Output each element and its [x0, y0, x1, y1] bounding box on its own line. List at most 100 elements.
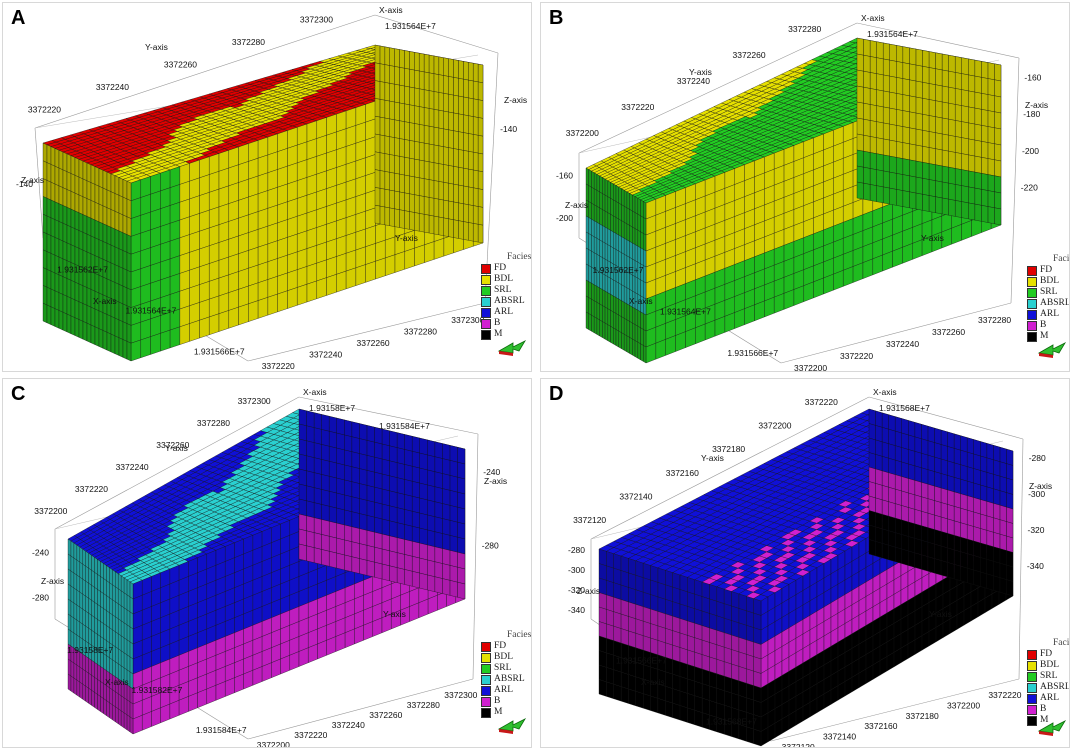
front-voxel: [433, 238, 445, 260]
y-left-tick-label: 3372240: [677, 76, 710, 86]
end-voxel: [118, 266, 124, 287]
end-voxel: [90, 271, 96, 292]
side-voxel: [955, 152, 962, 170]
side-voxel: [379, 170, 385, 190]
side-voxel: [404, 539, 413, 557]
side-voxel: [394, 208, 400, 228]
side-voxel: [443, 146, 449, 166]
end-voxel: [97, 664, 101, 682]
side-voxel: [449, 460, 458, 478]
side-voxel: [409, 157, 415, 178]
side-voxel: [381, 443, 390, 462]
side-voxel: [463, 167, 469, 188]
side-voxel: [374, 80, 381, 100]
navigation-arrow-icon[interactable]: [1037, 341, 1067, 359]
side-voxel: [448, 94, 454, 114]
end-voxel: [637, 325, 641, 345]
end-voxel: [121, 695, 125, 714]
front-voxel: [316, 224, 327, 246]
legend-title: Facies: [1053, 254, 1070, 264]
end-voxel: [618, 202, 622, 221]
navigation-arrow-icon[interactable]: [497, 717, 527, 735]
legend-item: ABSRL: [1027, 298, 1069, 309]
side-voxel: [473, 98, 479, 118]
end-voxel: [607, 196, 611, 215]
end-voxel: [640, 231, 644, 250]
end-voxel: [615, 297, 619, 316]
end-voxel: [94, 677, 98, 695]
front-voxel: [326, 131, 337, 154]
end-voxel: [79, 576, 83, 595]
end-voxel: [607, 212, 611, 231]
end-voxel: [634, 196, 638, 215]
side-voxel: [427, 544, 435, 562]
side-voxel: [379, 99, 385, 119]
front-voxel: [375, 239, 386, 262]
side-voxel: [313, 502, 322, 520]
side-voxel: [336, 462, 345, 481]
end-voxel: [121, 575, 125, 594]
side-voxel: [329, 491, 337, 509]
end-voxel: [110, 333, 116, 354]
side-voxel: [889, 43, 897, 62]
front-voxel: [189, 248, 200, 271]
side-voxel: [869, 120, 877, 138]
end-voxel: [91, 660, 95, 678]
side-voxel: [399, 209, 405, 229]
side-voxel: [394, 48, 400, 68]
side-voxel: [423, 160, 430, 180]
x-top-tick-label: 1.931584E+7: [379, 421, 430, 431]
end-voxel: [629, 273, 633, 292]
side-voxel: [896, 45, 903, 63]
legend-item: ABSRL: [481, 674, 531, 685]
side-voxel: [974, 107, 982, 126]
end-voxel: [129, 596, 134, 615]
side-voxel: [306, 545, 315, 563]
side-voxel: [987, 94, 995, 112]
end-voxel: [88, 657, 92, 676]
front-voxel: [277, 148, 288, 170]
front-voxel: [365, 154, 376, 176]
front-voxel: [150, 172, 161, 195]
end-voxel: [46, 286, 52, 308]
side-voxel: [863, 103, 871, 121]
end-voxel: [637, 245, 641, 265]
end-voxel: [74, 228, 80, 249]
end-voxel: [123, 607, 128, 626]
side-voxel: [935, 180, 943, 199]
end-voxel: [126, 269, 132, 291]
front-voxel: [169, 201, 181, 224]
front-voxel: [365, 100, 376, 123]
side-voxel: [359, 453, 368, 471]
end-voxel: [79, 591, 83, 610]
front-voxel: [345, 249, 357, 272]
front-voxel: [355, 246, 366, 269]
front-voxel: [179, 180, 190, 203]
x-bottom-tick-label: 1.931564E+7: [660, 307, 711, 317]
side-voxel: [922, 146, 930, 164]
end-voxel: [112, 704, 116, 723]
side-voxel: [427, 469, 435, 487]
end-voxel: [610, 182, 614, 201]
side-voxel: [434, 516, 443, 534]
navigation-arrow-icon[interactable]: [497, 339, 527, 357]
end-voxel: [618, 282, 622, 301]
side-voxel: [902, 62, 910, 81]
front-voxel: [355, 193, 366, 215]
side-voxel: [457, 566, 466, 585]
end-voxel: [624, 237, 628, 257]
end-voxel: [118, 573, 122, 592]
side-voxel: [458, 113, 464, 133]
front-voxel: [228, 271, 239, 293]
side-voxel: [449, 565, 458, 583]
side-voxel: [477, 99, 484, 119]
side-voxel: [442, 548, 451, 566]
front-voxel: [326, 167, 337, 189]
side-voxel: [379, 81, 385, 101]
side-voxel: [399, 156, 405, 176]
y-axis-title-left: Y-axis: [145, 42, 168, 52]
side-voxel: [915, 144, 923, 163]
side-voxel: [381, 563, 390, 582]
end-voxel: [618, 218, 622, 237]
front-voxel: [169, 237, 181, 260]
